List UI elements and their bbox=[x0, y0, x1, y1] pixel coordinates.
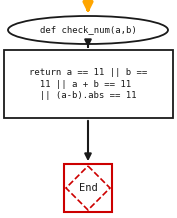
Ellipse shape bbox=[8, 16, 168, 44]
Bar bbox=[4, 50, 173, 118]
Bar bbox=[64, 164, 112, 212]
Polygon shape bbox=[66, 166, 110, 210]
Text: def check_num(a,b): def check_num(a,b) bbox=[40, 26, 136, 34]
Text: return a == 11 || b ==
  11 || a + b == 11
  || (a-b).abs == 11: return a == 11 || b == 11 || a + b == 11… bbox=[29, 68, 148, 100]
Text: End: End bbox=[79, 183, 97, 193]
